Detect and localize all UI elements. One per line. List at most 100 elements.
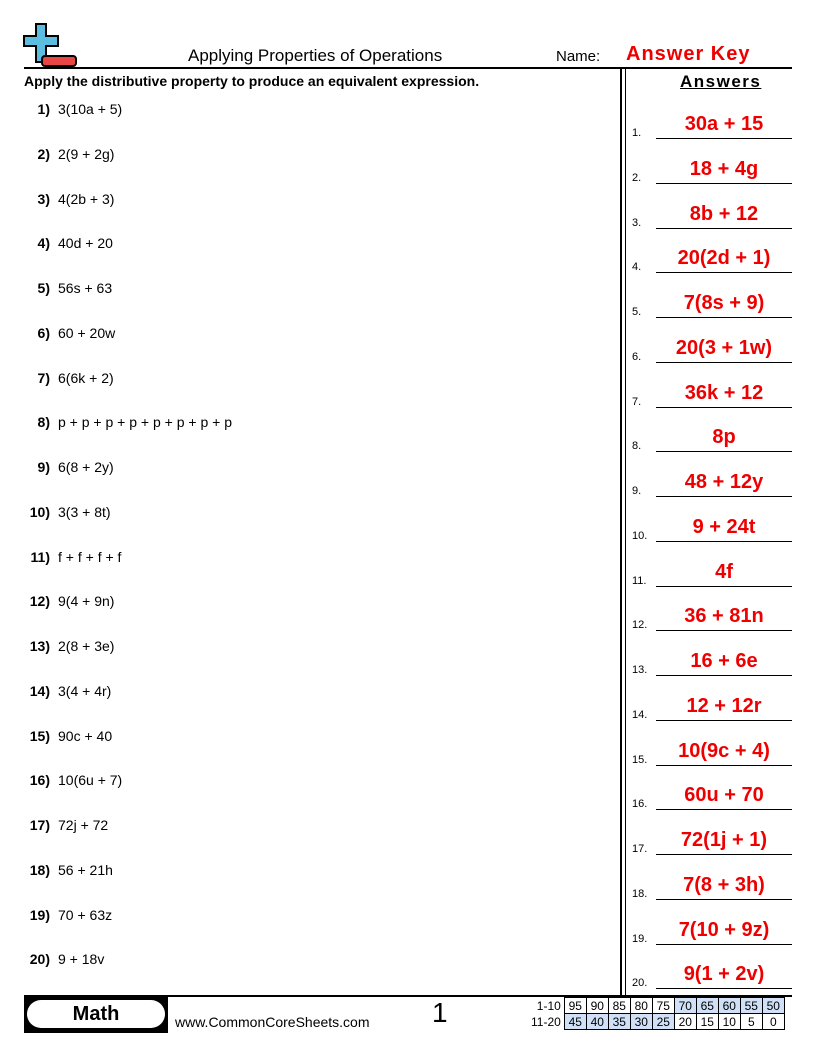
answer-value: 72(1j + 1): [680, 829, 768, 851]
problem-number: 5): [37, 280, 50, 296]
problem-item: 5) 56s + 63: [20, 280, 113, 296]
problem-item: 14) 3(4 + 4r): [20, 682, 112, 699]
score-cell: 0: [761, 1013, 785, 1030]
problem-item: 8) p + p + p + p + p + p + p + p: [20, 414, 232, 430]
problem-item: 10) 3(3 + 8t): [20, 504, 111, 520]
problem-number: 1): [37, 101, 50, 117]
problem-expression: 9(4 + 9n): [58, 593, 115, 610]
problem-number: 15): [29, 727, 50, 744]
problem-number: 18): [29, 861, 50, 878]
problem-expression: 56 + 21h: [58, 861, 113, 878]
problem-item: 3) 4(2b + 3): [20, 190, 115, 207]
score-cell: 30: [629, 1013, 653, 1030]
answer-line: [656, 406, 792, 408]
problem-item: 16) 10(6u + 7): [20, 772, 122, 788]
answer-number: 18.: [632, 887, 648, 900]
answer-line: [656, 675, 792, 676]
score-row: 1-10 95 90 85 80 75 70 65 60 55 50: [528, 997, 785, 1014]
score-cell: 10: [717, 1013, 741, 1030]
problem-expression: 3(4 + 4r): [58, 682, 112, 699]
answer-item: 11. 4f: [632, 557, 792, 587]
problem-item: 1) 3(10a + 5): [20, 101, 123, 117]
answer-item: 9. 48 + 12y: [632, 467, 792, 497]
answer-number: 14.: [632, 708, 648, 721]
problem-expression: 60 + 20w: [58, 324, 116, 341]
answer-line: [656, 227, 792, 229]
answer-value: 36 + 81n: [684, 605, 764, 628]
problem-number: 20): [29, 951, 50, 968]
problem-item: 18) 56 + 21h: [20, 862, 113, 878]
problem-item: 20) 9 + 18v: [20, 951, 105, 968]
problem-number: 4): [37, 235, 50, 252]
answer-value: 48 + 12y: [684, 471, 764, 493]
score-row-label: 1-10: [536, 998, 561, 1013]
problem-number: 11): [30, 548, 50, 565]
answer-value: 7(8s + 9): [683, 292, 765, 314]
answer-value: 9(1 + 2v): [683, 963, 765, 986]
problem-item: 2) 2(9 + 2g): [20, 146, 115, 162]
problem-expression: 3(10a + 5): [58, 101, 123, 117]
problem-expression: 4(2b + 3): [58, 190, 115, 207]
answer-line: [656, 496, 792, 497]
answer-value: 9 + 24t: [692, 515, 756, 538]
score-cell: 65: [695, 997, 719, 1014]
answer-item: 16. 60u + 70: [632, 780, 792, 811]
score-cell: 15: [695, 1013, 719, 1030]
problem-item: 6) 60 + 20w: [20, 324, 116, 341]
answer-value: 16 + 6e: [690, 650, 758, 672]
score-cell: 90: [585, 997, 609, 1014]
problem-item: 11) f + f + f + f: [20, 548, 122, 565]
subject-label: Math: [27, 1000, 165, 1028]
problem-number: 17): [29, 817, 50, 833]
score-cell: 45: [563, 1013, 587, 1030]
problem-number: 7): [37, 369, 50, 386]
problem-item: 4) 40d + 20: [20, 235, 113, 251]
answer-line: [656, 317, 792, 318]
problem-item: 9) 6(8 + 2y): [20, 459, 114, 475]
score-cell: 85: [607, 997, 631, 1014]
problem-number: 6): [37, 324, 50, 341]
score-row-label: 11-20: [531, 1014, 561, 1029]
answer-number: 15.: [632, 753, 648, 766]
problem-item: 7) 6(6k + 2): [20, 370, 114, 386]
score-cell: 55: [739, 997, 763, 1014]
answer-number: 5.: [632, 306, 642, 318]
problem-number: 9): [37, 459, 50, 475]
answer-line: [656, 272, 792, 274]
answer-number: 16.: [632, 798, 648, 811]
problem-number: 3): [37, 190, 50, 207]
problem-expression: f + f + f + f: [58, 548, 122, 565]
answer-line: [656, 988, 792, 990]
answer-number: 6.: [632, 350, 642, 363]
answer-number: 12.: [632, 619, 648, 632]
worksheet-title: Applying Properties of Operations: [188, 46, 443, 65]
answer-item: 14. 12 + 12r: [632, 691, 792, 721]
problem-expression: 72j + 72: [58, 817, 109, 833]
answer-value: 4f: [715, 560, 733, 583]
answer-item: 13. 16 + 6e: [632, 646, 792, 676]
problem-item: 12) 9(4 + 9n): [20, 593, 115, 610]
answer-line: [656, 540, 792, 542]
answer-line: [656, 182, 792, 184]
answer-number: 10.: [632, 529, 648, 542]
score-cell: 35: [607, 1013, 631, 1030]
score-cell: 50: [761, 997, 785, 1014]
answer-line: [656, 943, 792, 945]
answer-value: 36k + 12: [684, 381, 764, 404]
name-label: Name:: [556, 48, 601, 65]
problem-number: 19): [29, 906, 50, 923]
answer-value: 8b + 12: [689, 202, 759, 225]
answer-item: 4. 20(2d + 1): [632, 243, 792, 274]
answer-item: 5. 7(8s + 9): [632, 288, 792, 318]
answer-value: 12 + 12r: [686, 694, 762, 717]
answer-value: 20(3 + 1w): [675, 336, 773, 359]
answer-item: 20. 9(1 + 2v): [632, 959, 792, 990]
site-url: www.CommonCoreSheets.com: [175, 1014, 370, 1030]
column-divider: [625, 69, 626, 995]
instructions: Apply the distributive property to produ…: [24, 73, 480, 89]
score-row: 11-20 45 40 35 30 25 20 15 10 5 0: [528, 1013, 785, 1030]
answer-line: [656, 898, 792, 900]
answer-value: 7(10 + 9z): [678, 918, 770, 941]
problem-expression: 6(8 + 2y): [58, 459, 114, 475]
problem-expression: 10(6u + 7): [58, 772, 123, 789]
